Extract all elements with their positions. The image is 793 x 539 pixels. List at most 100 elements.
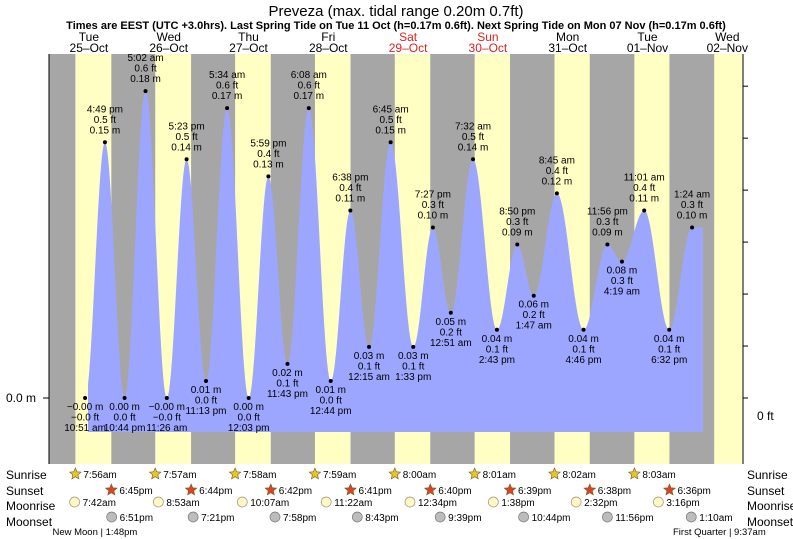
tide-label: 1:24 am [674,190,710,201]
moon-phase-label: New Moon | 1:48pm [52,527,137,538]
moonset-icon [187,511,199,523]
tide-label: 11:01 am [624,172,665,183]
tide-label: 6:38 pm [332,172,368,183]
low-tide-point: 0.04 m0.1 ft4:46 pm [565,327,602,366]
tide-marker [494,327,499,332]
tide-label: 0.00 m [233,402,264,413]
moonrise-icon [320,496,332,508]
tide-label: 11:13 pm [186,406,227,417]
tide-label: 0.12 m [542,176,573,187]
row-label-moonset-left: Moonset [6,515,53,529]
tide-marker [430,225,435,230]
tide-label: 0.3 ft [422,200,444,211]
tide-label: 0.4 ft [633,183,655,194]
tide-label: 11:56 pm [587,207,628,218]
moonrise-icon [570,496,582,508]
tide-label: 1:47 am [516,321,552,332]
tide-marker [581,327,586,332]
tide-label: 0.08 m [607,266,638,277]
low-tide-point: 0.03 m0.1 ft1:33 pm [395,344,431,383]
tide-label: 8:45 am [539,155,575,166]
tide-marker [605,242,610,247]
tide-label: 0.4 ft [339,183,361,194]
row-label-moonrise-left: Moonrise [6,499,56,513]
moonrise-icon [487,496,499,508]
right-axis-zero-label: 0 ft [757,409,774,423]
high-tide-point: 6:45 am0.5 ft0.15 m [373,104,409,145]
tide-label: 0.1 ft [358,361,380,372]
tide-label: 0.17 m [294,91,325,102]
tide-label: 0.5 ft [380,115,402,126]
tide-label: 0.0 ft [195,395,217,406]
row-label-sunrise-right: Sunrise [747,468,788,482]
row-label-sunset-left: Sunset [6,484,44,498]
moonrise-time: 12:34pm [418,498,457,509]
chart-title: Preveza (max. tidal range 0.20m 0.7ft) [268,3,523,20]
tide-label: 0.02 m [272,368,303,379]
moonrise-time: 11:22am [334,498,372,509]
tide-marker [246,396,251,400]
moonset-time: 1:10am [699,513,732,524]
tide-label: 0.1 ft [402,361,424,372]
high-tide-point: 5:23 pm0.5 ft0.14 m [169,121,205,162]
tide-label: 7:32 am [455,121,491,132]
sunrise-icon [148,467,162,480]
tide-label: −0.0 ft [153,413,181,424]
astronomy-section: Sunrise Sunset Moonrise Moonset Sunrise … [6,467,793,538]
tide-label: 12:44 pm [310,406,352,417]
tide-label: 0.1 ft [658,344,680,355]
tide-marker [515,242,520,247]
tide-label: 0.17 m [212,91,243,102]
day-name-label: Mon [556,30,579,44]
sunrise-time: 8:03am [642,470,675,481]
left-axis-zero-label: 0.0 m [6,391,36,405]
tide-marker [367,344,372,349]
moonrise-icon [404,496,416,508]
tide-label: 2:43 pm [479,355,515,366]
sunrise-icon [68,467,82,480]
tide-marker [554,191,559,196]
tide-marker [164,396,169,400]
tide-label: 0.1 ft [276,378,298,389]
sunrise-time: 7:59am [323,470,356,481]
tide-marker [306,106,311,111]
moonrise-icon [653,496,664,508]
high-tide-point: 1:24 am0.3 ft0.10 m [674,190,710,230]
moonset-time: 7:58pm [283,513,316,524]
sunset-icon [184,483,198,496]
tide-label: 0.15 m [375,125,406,136]
tide-label: 0.2 ft [523,310,545,321]
day-name-label: Tue [637,30,658,44]
tide-label: 0.6 ft [298,81,320,92]
tide-label: 4:46 pm [565,355,601,366]
moonset-icon [602,511,613,523]
high-tide-point: 4:49 pm0.5 ft0.15 m [87,104,123,145]
tide-marker [122,396,127,400]
moonset-time: 8:43pm [365,513,398,524]
row-label-sunset-right: Sunset [747,484,785,498]
tide-label: 0.11 m [335,193,365,204]
moonrise-time: 7:42am [83,498,116,509]
sunset-icon [503,483,517,496]
sunrise-icon [308,467,322,480]
tide-label: 0.4 ft [257,149,279,160]
tide-marker [348,208,353,213]
day-name-label: Sat [399,30,418,44]
tide-label: 0.13 m [253,159,284,170]
sunrise-icon [228,467,242,480]
sunrise-time: 7:57am [163,470,196,481]
moonrise-icon [69,496,80,508]
tide-marker [102,140,107,145]
tide-marker [471,157,476,162]
sunset-time: 6:36pm [677,486,710,497]
tide-label: 0.10 m [418,211,449,222]
sunrise-time: 8:02am [563,470,596,481]
high-tide-point: 5:02 am0.6 ft0.18 m [127,53,164,94]
sunset-time: 6:38pm [598,486,631,497]
sunrise-time: 7:56am [83,470,116,481]
tide-marker [448,310,453,315]
